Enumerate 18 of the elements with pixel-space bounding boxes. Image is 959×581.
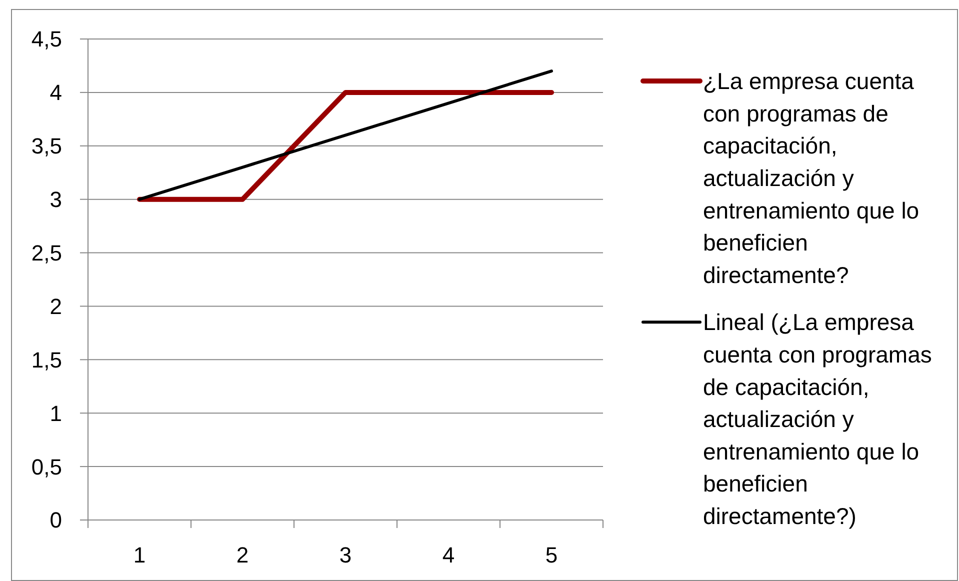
line-series [138, 70, 553, 201]
y-tick-label: 0 [50, 508, 62, 533]
x-tick-label: 1 [133, 542, 146, 568]
legend-label: Lineal (¿La empresa cuenta con programas de capacitación, actualización y entrenamiento que lo beneficien directamente?) [703, 309, 932, 529]
x-tick-label: 3 [339, 542, 352, 568]
legend-label: ¿La empresa cuenta con programas de capacitación, actualización y entrenamiento que lo beneficien directamente? [703, 68, 920, 288]
y-tick-label: 1 [50, 400, 62, 426]
y-tick-label: 2,5 [31, 240, 62, 266]
y-tick-label: 4 [50, 80, 62, 106]
y-tick-label: 0,5 [31, 454, 62, 480]
x-tick-label: 5 [545, 542, 558, 568]
y-tick-label: 2 [50, 294, 62, 319]
x-tick-label: 2 [236, 542, 249, 568]
y-tick-label: 3 [50, 187, 62, 212]
y-tick-label: 4,5 [31, 26, 62, 52]
y-tick-label: 1,5 [31, 347, 62, 372]
y-tick-label: 3,5 [31, 134, 62, 159]
x-tick-label: 4 [442, 542, 455, 568]
